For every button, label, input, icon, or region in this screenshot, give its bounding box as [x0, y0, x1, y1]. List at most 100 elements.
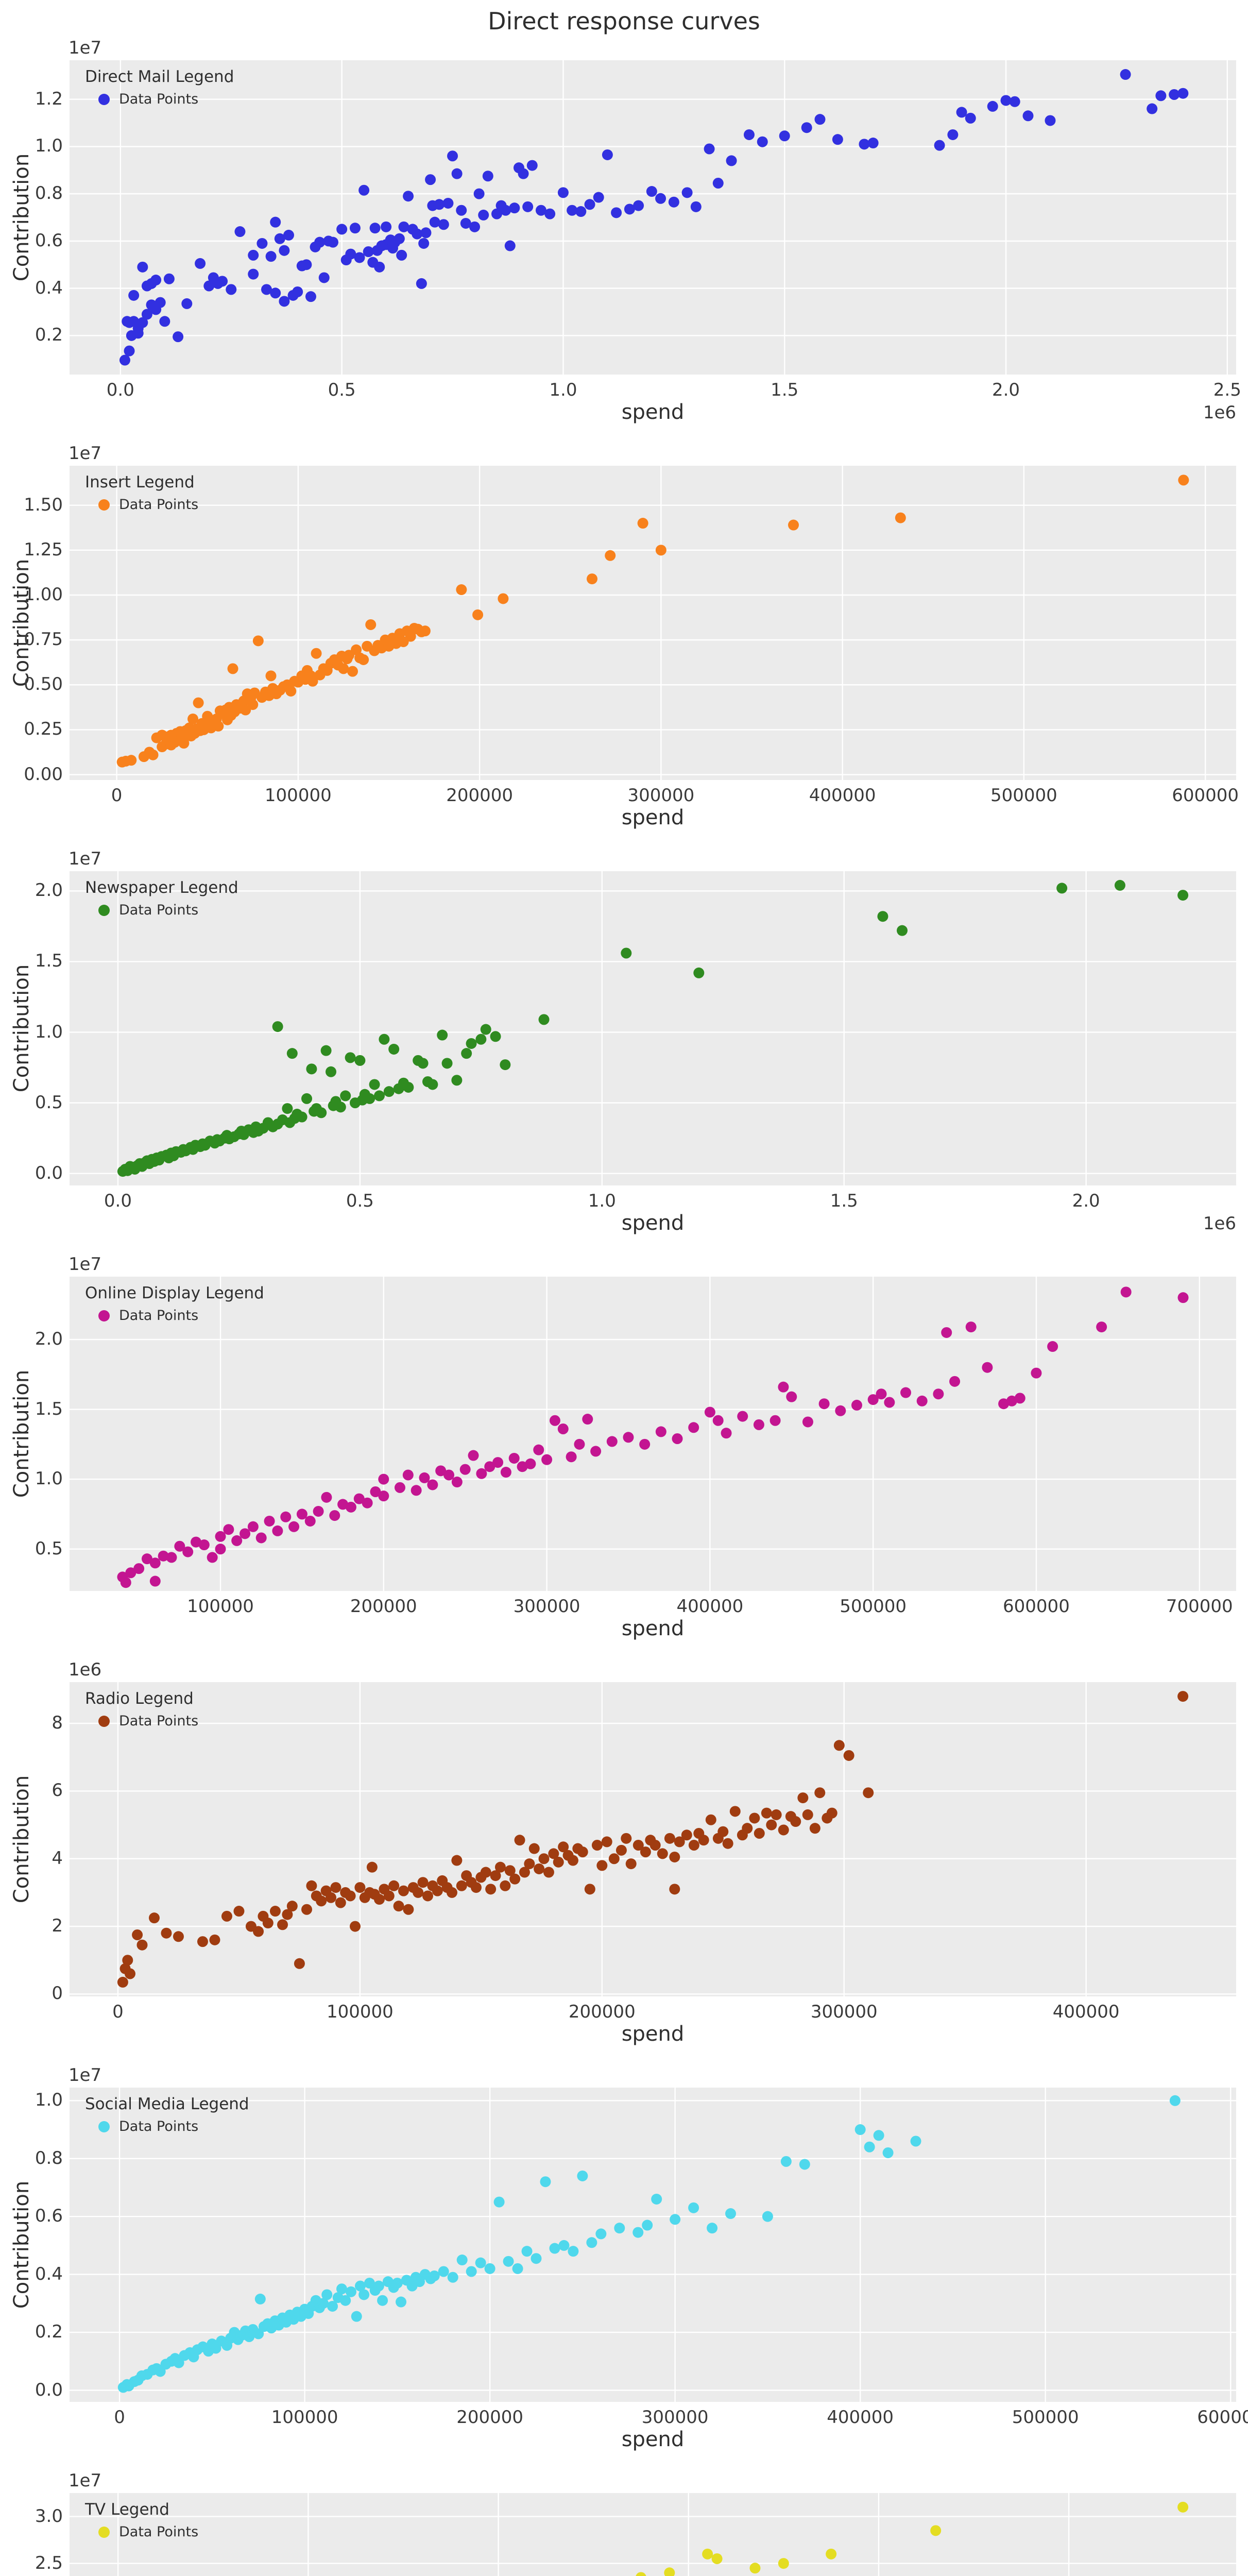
data-point: [884, 1397, 895, 1408]
data-point: [493, 2196, 505, 2208]
data-point: [558, 1841, 569, 1853]
x-tick-label: 600000: [1197, 2407, 1248, 2428]
data-point: [261, 284, 272, 295]
data-point: [435, 1465, 447, 1477]
data-point: [1096, 1321, 1107, 1333]
x-tick-label: 300000: [513, 1596, 580, 1617]
data-point: [544, 208, 556, 219]
data-point: [470, 1882, 482, 1893]
data-point: [460, 217, 471, 229]
legend: Radio Legend Data Points: [85, 1689, 198, 1729]
data-point: [354, 1882, 366, 1893]
data-point: [705, 1814, 716, 1825]
data-point: [681, 1829, 692, 1841]
data-point: [345, 1052, 356, 1063]
data-point: [345, 2286, 356, 2297]
data-point: [321, 2289, 333, 2300]
data-point: [432, 1885, 443, 1896]
data-point: [809, 1823, 820, 1834]
y-tick-label: 0.0: [35, 2379, 63, 2400]
data-point: [533, 1444, 544, 1455]
y-tick-label: 8: [52, 1713, 63, 1734]
x-tick-label: 0.5: [346, 1191, 374, 1211]
data-point: [549, 1415, 560, 1426]
data-point: [802, 1809, 813, 1820]
data-point: [595, 2228, 607, 2240]
data-point: [639, 1438, 651, 1450]
data-point: [608, 1853, 620, 1865]
legend-title: Newspaper Legend: [85, 878, 238, 897]
data-point: [318, 2298, 329, 2309]
data-point: [345, 1501, 356, 1513]
data-point: [484, 1461, 495, 1472]
y-axis-offset: 1e7: [69, 443, 102, 464]
data-point: [873, 2130, 884, 2141]
data-point: [441, 1058, 453, 1069]
y-tick-label: 0.6: [35, 2206, 63, 2227]
data-point: [369, 1079, 380, 1090]
data-point: [492, 1457, 504, 1468]
data-point: [494, 1861, 506, 1873]
data-point: [801, 122, 812, 133]
data-point: [149, 1557, 161, 1569]
data-point: [166, 1552, 177, 1563]
data-point: [422, 1890, 433, 1902]
data-point: [863, 1787, 874, 1799]
data-point: [490, 1870, 501, 1882]
data-point: [336, 224, 348, 235]
data-point: [1155, 90, 1167, 101]
data-point: [1169, 2095, 1181, 2106]
data-point: [438, 219, 449, 230]
data-point: [517, 1461, 528, 1472]
data-point: [174, 1540, 185, 1552]
scatter-canvas: [70, 1277, 1236, 1591]
x-tick-label: 200000: [568, 2002, 636, 2022]
data-point: [1006, 1395, 1017, 1406]
legend-title: Insert Legend: [85, 473, 195, 492]
data-point: [704, 143, 715, 155]
data-point: [394, 1482, 405, 1493]
data-point: [280, 1511, 292, 1522]
data-point: [704, 1406, 715, 1418]
y-tick-label: 0: [52, 1983, 63, 2004]
data-point: [567, 1855, 578, 1866]
data-point: [1009, 96, 1020, 107]
y-tick-label: 0.2: [35, 325, 63, 346]
data-point: [621, 1833, 632, 1844]
data-point: [606, 1436, 618, 1447]
data-point: [301, 1904, 313, 1915]
data-point: [867, 1394, 879, 1405]
data-point: [305, 291, 316, 302]
data-point: [982, 1362, 993, 1373]
data-point: [388, 1043, 400, 1055]
data-point: [900, 1387, 912, 1398]
legend-title: TV Legend: [85, 2500, 169, 2519]
data-point: [640, 1846, 651, 1858]
data-point: [296, 1509, 307, 1520]
data-point: [621, 947, 632, 959]
data-point: [965, 112, 976, 124]
data-point: [398, 221, 409, 232]
data-point: [553, 1856, 564, 1868]
x-tick-label: 300000: [627, 785, 695, 806]
y-tick-label: 1.0: [35, 135, 63, 157]
plot-area: TV Legend Data Points: [70, 2493, 1236, 2576]
y-tick-label: 2.0: [35, 1329, 63, 1349]
legend-item-label: Data Points: [119, 497, 199, 513]
data-point: [456, 1880, 467, 1891]
data-point: [590, 1446, 602, 1457]
data-point: [326, 1066, 337, 1077]
data-point: [358, 654, 369, 665]
legend-item-label: Data Points: [119, 91, 199, 107]
x-tick-label: 100000: [187, 1596, 254, 1617]
data-point: [1014, 1393, 1025, 1404]
data-point: [248, 249, 259, 261]
data-points-marker-icon: [98, 904, 110, 916]
data-point: [234, 226, 246, 238]
data-point: [320, 1045, 332, 1056]
data-point: [403, 1081, 414, 1093]
data-point: [347, 666, 358, 677]
data-point: [476, 1468, 487, 1479]
data-point: [1031, 1367, 1042, 1379]
data-point: [374, 261, 385, 273]
